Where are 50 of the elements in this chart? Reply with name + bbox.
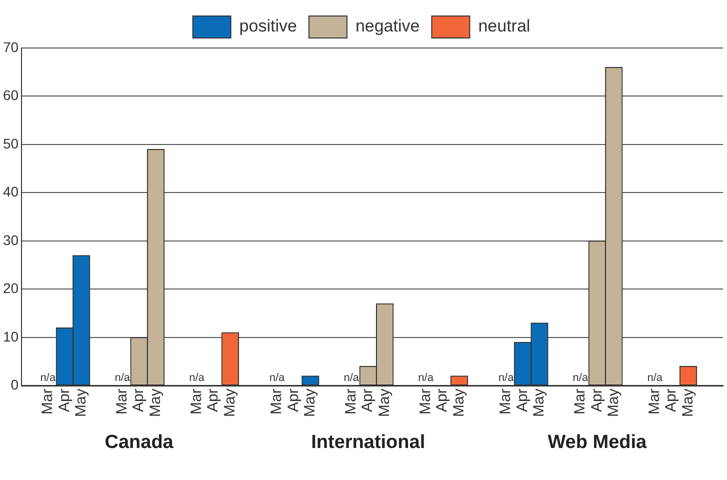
text: n/a	[572, 372, 588, 384]
x-tick-label: Apr	[588, 388, 606, 412]
x-tick-label: Mar	[113, 388, 130, 415]
text: n/a	[114, 372, 130, 384]
x-tick-label: Mar	[416, 388, 434, 415]
x-tick-label: May	[376, 388, 393, 418]
x-tick-label: May	[450, 388, 468, 418]
legend-label: neutral	[478, 16, 530, 36]
legend-label: negative	[355, 16, 420, 36]
x-tick-label: Apr	[56, 388, 73, 412]
x-tick-label: Mar	[39, 388, 56, 415]
text: n/a	[344, 372, 360, 384]
text: n/a	[498, 372, 514, 384]
text: n/a	[269, 372, 285, 384]
x-tick-label: May	[221, 388, 238, 418]
text: Canada	[104, 432, 174, 454]
y-tick-label: 0	[10, 376, 19, 393]
x-tick-label: Mar	[188, 388, 205, 415]
x-tick-label: Apr	[284, 388, 302, 412]
x-tick-label: Apr	[514, 388, 531, 412]
y-tick-label: 30	[2, 232, 19, 248]
text: n/a	[647, 372, 662, 384]
x-tick-label: Mar	[342, 388, 360, 415]
x-tick-label: May	[679, 388, 696, 418]
text: International	[311, 432, 426, 454]
x-tick-label: Apr	[662, 388, 680, 412]
text: Web Media	[548, 432, 648, 454]
x-tick-label: Mar	[268, 388, 286, 415]
y-tick-label: 40	[2, 184, 19, 200]
text: n/a	[418, 372, 434, 384]
x-tick-label: Mar	[572, 388, 589, 415]
text: n/a	[189, 372, 204, 384]
x-tick-label: May	[605, 388, 622, 418]
x-tick-label: May	[72, 388, 90, 418]
legend-label: positive	[239, 16, 297, 36]
x-tick-label: Apr	[434, 388, 451, 412]
y-tick-label: 60	[2, 87, 19, 104]
text: n/a	[40, 372, 56, 384]
y-tick-label: 50	[2, 135, 19, 152]
x-tick-label: Mar	[497, 388, 514, 415]
x-tick-label: Apr	[204, 388, 222, 412]
x-tick-label: May	[146, 388, 164, 418]
x-tick-label: Apr	[130, 388, 148, 412]
y-tick-label: 20	[2, 280, 19, 296]
x-tick-label: Apr	[359, 388, 376, 412]
x-tick-label: Mar	[646, 388, 663, 415]
x-tick-label: May	[530, 388, 548, 418]
y-tick-label: 10	[2, 328, 19, 344]
y-tick-label: 70	[2, 38, 19, 55]
x-tick-label: May	[302, 388, 319, 418]
